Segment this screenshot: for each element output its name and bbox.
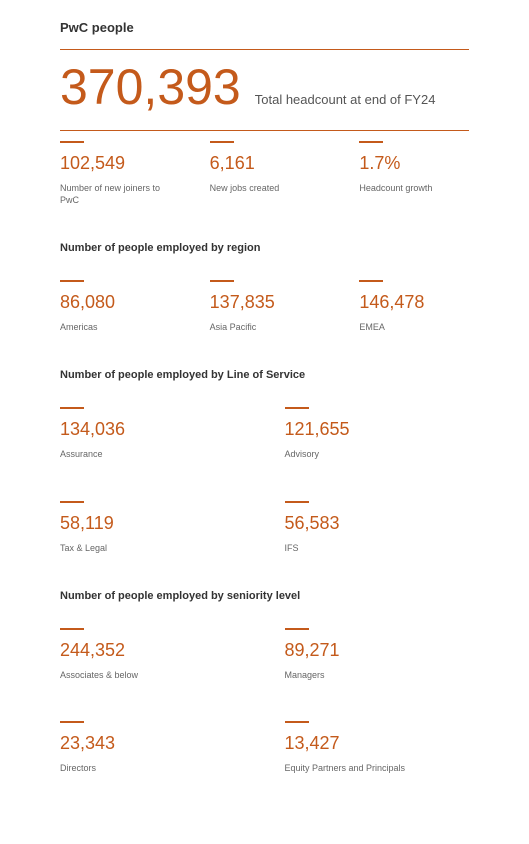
stat-label: Tax & Legal <box>60 542 245 554</box>
stat-tick <box>359 280 383 282</box>
top-stat: 6,161 New jobs created <box>210 141 320 206</box>
section-heading: Number of people employed by region <box>60 242 469 254</box>
stat-value: 58,119 <box>60 513 245 534</box>
section-heading: Number of people employed by seniority l… <box>60 590 469 602</box>
stat-value: 13,427 <box>285 733 470 754</box>
stat-value: 23,343 <box>60 733 245 754</box>
stat-label: Associates & below <box>60 669 245 681</box>
stat-tick <box>285 407 309 409</box>
stat-tick <box>285 501 309 503</box>
stat-value: 86,080 <box>60 292 170 313</box>
section0-stat: 146,478 EMEA <box>359 280 469 333</box>
stat-value: 244,352 <box>60 640 245 661</box>
page-title: PwC people <box>60 20 469 35</box>
section2-stat: 13,427 Equity Partners and Principals <box>285 721 470 774</box>
stat-tick <box>60 721 84 723</box>
section1-stat: 56,583 IFS <box>285 501 470 554</box>
stat-tick <box>285 721 309 723</box>
stat-label: Advisory <box>285 448 470 460</box>
stat-value: 134,036 <box>60 419 245 440</box>
stat-tick <box>60 628 84 630</box>
stat-label: Directors <box>60 762 245 774</box>
section1-stat: 121,655 Advisory <box>285 407 470 460</box>
stat-label: IFS <box>285 542 470 554</box>
stat-value: 121,655 <box>285 419 470 440</box>
section2-stat: 23,343 Directors <box>60 721 245 774</box>
section2-stat: 89,271 Managers <box>285 628 470 681</box>
stat-row: 86,080 Americas 137,835 Asia Pacific 146,478… <box>60 270 469 363</box>
stat-value: 146,478 <box>359 292 469 313</box>
stat-value: 56,583 <box>285 513 470 534</box>
stat-label: Asia Pacific <box>210 321 320 333</box>
section2-stat: 244,352 Associates & below <box>60 628 245 681</box>
stat-label: EMEA <box>359 321 469 333</box>
stat-label: New jobs created <box>210 182 320 194</box>
section1-stat: 58,119 Tax & Legal <box>60 501 245 554</box>
hero-value: 370,393 <box>60 62 241 112</box>
stat-value: 6,161 <box>210 153 320 174</box>
section1-stat: 134,036 Assurance <box>60 407 245 460</box>
stat-value: 89,271 <box>285 640 470 661</box>
hero-description: Total headcount at end of FY24 <box>255 85 469 109</box>
stat-value: 137,835 <box>210 292 320 313</box>
stat-tick <box>60 141 84 143</box>
stat-label: Equity Partners and Principals <box>285 762 470 774</box>
stat-tick <box>359 141 383 143</box>
stat-tick <box>60 280 84 282</box>
stat-tick <box>60 407 84 409</box>
top-stat: 1.7% Headcount growth <box>359 141 469 206</box>
stat-label: Assurance <box>60 448 245 460</box>
section0-stat: 86,080 Americas <box>60 280 170 333</box>
hero-stat: 370,393 Total headcount at end of FY24 <box>60 50 469 130</box>
stat-label: Managers <box>285 669 470 681</box>
stat-tick <box>210 280 234 282</box>
stat-tick <box>210 141 234 143</box>
top-stat: 102,549 Number of new joiners to PwC <box>60 141 170 206</box>
stat-label: Number of new joiners to PwC <box>60 182 170 206</box>
stat-tick <box>285 628 309 630</box>
stat-tick <box>60 501 84 503</box>
sections-container: Number of people employed by region 86,08… <box>60 242 469 804</box>
stat-row: 58,119 Tax & Legal 56,583 IFS <box>60 491 469 584</box>
stat-value: 1.7% <box>359 153 469 174</box>
section0-stat: 137,835 Asia Pacific <box>210 280 320 333</box>
stat-row: 134,036 Assurance 121,655 Advisory <box>60 397 469 490</box>
stat-row: 244,352 Associates & below 89,271 Managers <box>60 618 469 711</box>
stat-row: 23,343 Directors 13,427 Equity Partners and… <box>60 711 469 804</box>
section-heading: Number of people employed by Line of Ser… <box>60 369 469 381</box>
stat-value: 102,549 <box>60 153 170 174</box>
top-stats-row: 102,549 Number of new joiners to PwC 6,161… <box>60 131 469 236</box>
stat-label: Headcount growth <box>359 182 469 194</box>
stat-label: Americas <box>60 321 170 333</box>
